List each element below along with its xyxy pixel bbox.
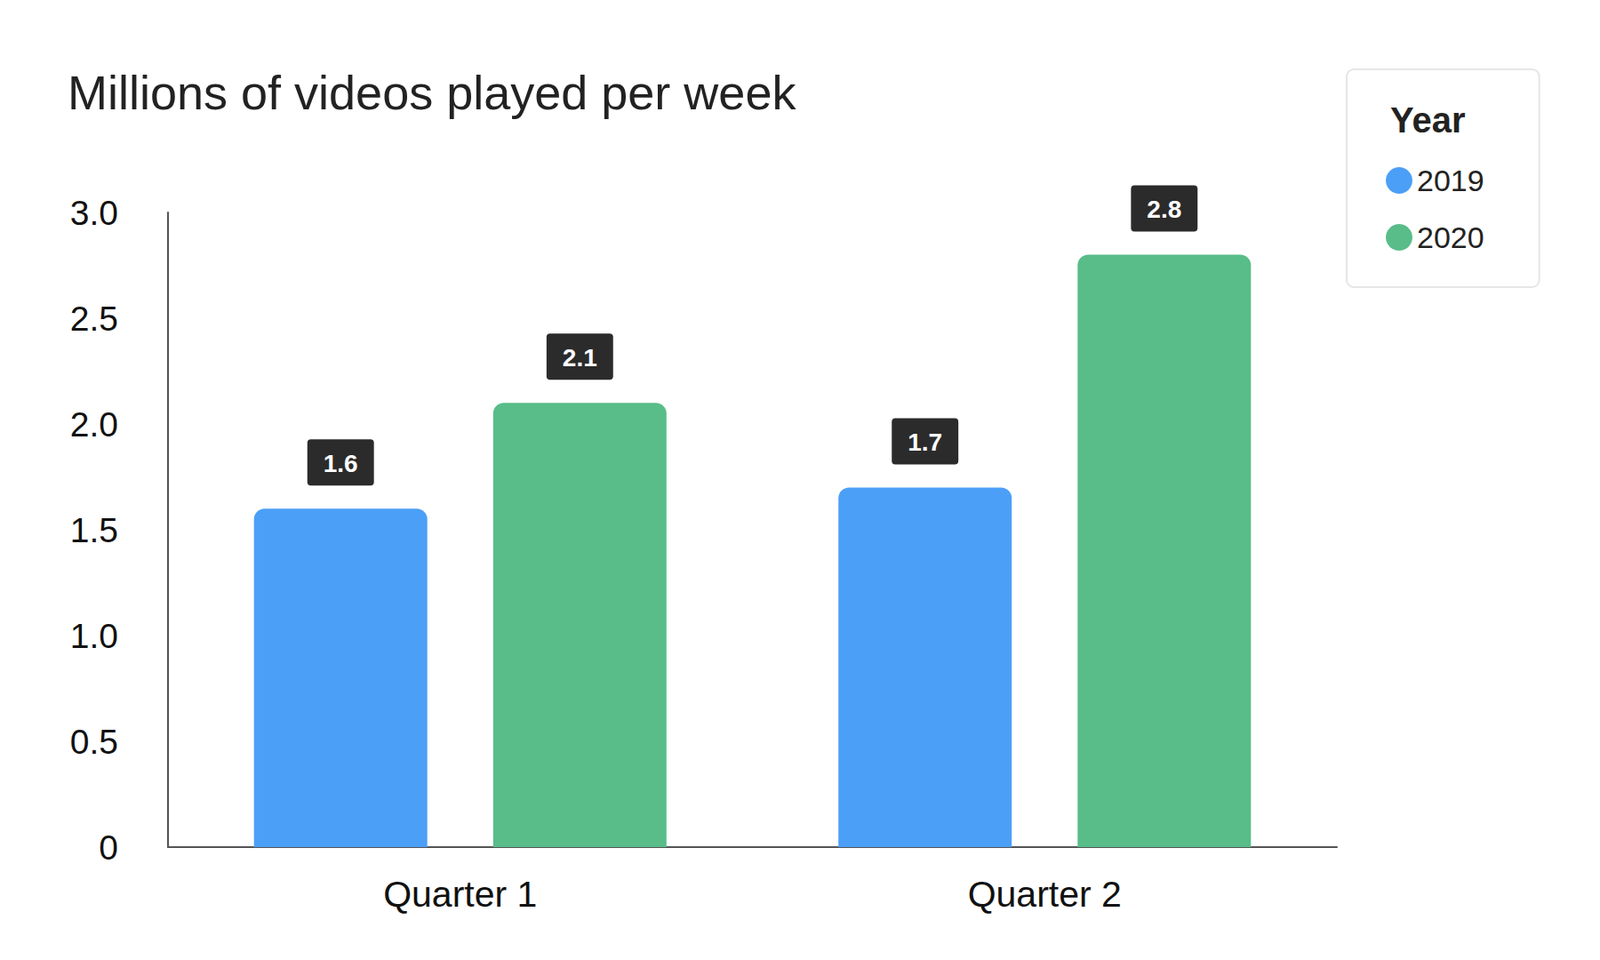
svg-text:1.0: 1.0 (70, 616, 119, 656)
svg-text:2.1: 2.1 (562, 344, 598, 372)
svg-text:1.7: 1.7 (907, 428, 943, 456)
svg-text:0.5: 0.5 (70, 722, 119, 761)
svg-text:0: 0 (98, 828, 119, 867)
svg-text:Quarter 2: Quarter 2 (968, 873, 1122, 915)
svg-text:Quarter 1: Quarter 1 (383, 873, 537, 915)
svg-text:1.5: 1.5 (70, 511, 119, 550)
svg-text:2.0: 2.0 (70, 405, 119, 444)
svg-text:2.5: 2.5 (70, 299, 119, 338)
svg-text:Millions of videos played per: Millions of videos played per week (67, 65, 797, 120)
svg-text:2.8: 2.8 (1146, 195, 1182, 224)
svg-text:2019: 2019 (1416, 163, 1485, 198)
svg-text:3.0: 3.0 (70, 193, 119, 232)
svg-text:1.6: 1.6 (323, 449, 359, 478)
svg-text:2020: 2020 (1416, 220, 1485, 255)
svg-text:Year: Year (1390, 100, 1466, 140)
